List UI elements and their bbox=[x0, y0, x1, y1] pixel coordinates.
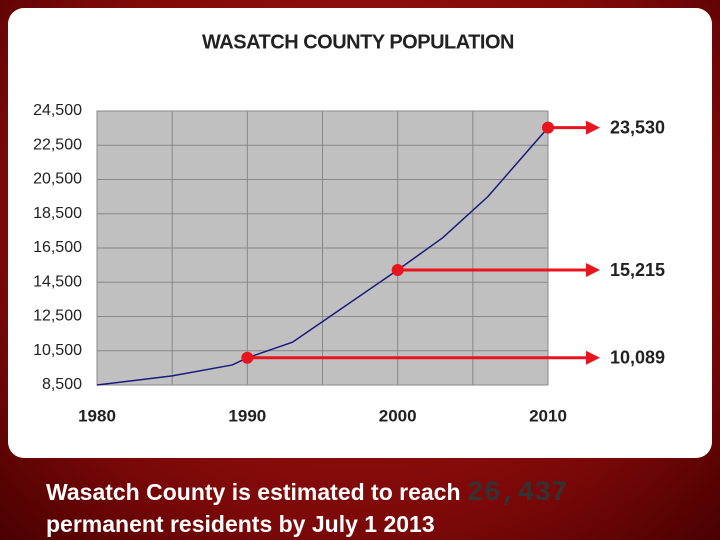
caption-number: 26,437 bbox=[466, 478, 568, 509]
caption-text: permanent residents by July 1 2013 bbox=[46, 511, 435, 537]
x-tick-label: 1980 bbox=[78, 406, 116, 425]
y-tick-label: 24,500 bbox=[33, 102, 82, 119]
x-tick-label: 2000 bbox=[379, 406, 417, 425]
y-tick-label: 18,500 bbox=[33, 205, 82, 222]
highlight-label: 10,089 bbox=[610, 348, 665, 368]
highlight-point bbox=[542, 121, 554, 134]
highlight-label: 15,215 bbox=[610, 260, 665, 280]
y-tick-label: 14,500 bbox=[33, 273, 82, 290]
x-tick-label: 1990 bbox=[228, 406, 266, 425]
y-tick-label: 10,500 bbox=[33, 342, 82, 359]
highlight-point bbox=[391, 264, 404, 277]
caption-line-1: Wasatch County is estimated to reach 26,… bbox=[46, 478, 568, 509]
y-tick-label: 8,500 bbox=[42, 376, 82, 393]
y-tick-label: 16,500 bbox=[33, 239, 82, 256]
y-tick-label: 12,500 bbox=[33, 308, 82, 325]
chart-title: WASATCH COUNTY POPULATION bbox=[202, 31, 514, 53]
caption-text: Wasatch County is estimated to reach bbox=[46, 479, 461, 505]
highlight-point bbox=[241, 351, 254, 364]
line bbox=[96, 127, 549, 386]
x-tick-label: 2010 bbox=[529, 406, 567, 425]
arrow-head bbox=[586, 263, 600, 278]
highlight-label: 23,530 bbox=[610, 117, 665, 137]
arrow-head bbox=[586, 350, 600, 365]
arrow-head bbox=[586, 120, 600, 135]
y-tick-label: 20,500 bbox=[33, 171, 82, 188]
caption-line-2: permanent residents by July 1 2013 bbox=[46, 511, 435, 538]
y-tick-label: 22,500 bbox=[33, 136, 82, 153]
